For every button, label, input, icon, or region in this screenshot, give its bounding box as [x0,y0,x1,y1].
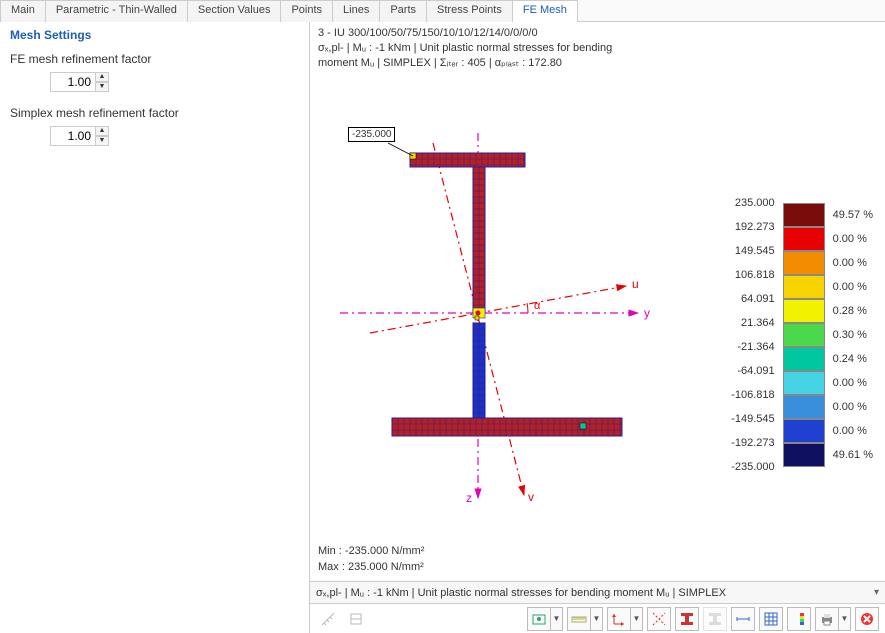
legend-swatch [783,227,825,251]
ruler-icon-dropdown[interactable]: ▼ [591,607,603,631]
legend-tick: 235.000 [731,191,774,215]
legend-percent: 49.57 % [833,203,873,227]
spin-up-icon[interactable]: ▲ [95,126,109,136]
edit-section-icon [344,607,368,631]
legend-tick: 64.091 [731,287,774,311]
simplex-factor-input[interactable] [50,126,96,146]
header-line-1: 3 - IU 300/100/50/75/150/10/10/12/14/0/0… [318,26,877,41]
tab-section-values[interactable]: Section Values [187,0,282,22]
result-selector-text: σₓ,pl- | Mᵤ : -1 kNm | Unit plastic norm… [316,587,726,599]
simplex-factor-stepper[interactable]: ▲ ▼ [50,126,109,146]
legend-tick: -235.000 [731,455,774,479]
ruler-icon[interactable] [567,607,591,631]
svg-text:u: u [632,277,639,291]
tab-main[interactable]: Main [0,0,46,22]
dimensions-icon[interactable] [731,607,755,631]
legend-swatch [783,299,825,323]
principal-axes-icon[interactable] [647,607,671,631]
svg-text:v: v [528,490,534,504]
result-selector-bar[interactable]: σₓ,pl- | Mᵤ : -1 kNm | Unit plastic norm… [310,581,885,603]
tab-stress-points[interactable]: Stress Points [426,0,513,22]
spin-down-icon[interactable]: ▼ [95,82,109,92]
legend-swatch [783,347,825,371]
header-line-2: σₓ,pl- | Mᵤ : -1 kNm | Unit plastic norm… [318,41,877,56]
panel-title: Mesh Settings [10,28,299,42]
legend-tick: -106.818 [731,383,774,407]
legend-percent: 0.00 % [833,419,873,443]
tab-parts[interactable]: Parts [379,0,427,22]
minmax-block: Min : -235.000 N/mm² Max : 235.000 N/mm² [310,544,885,581]
color-legend: 235.000192.273149.545106.81864.09121.364… [731,203,873,491]
section-io-icon[interactable] [675,607,699,631]
close-icon[interactable] [855,607,879,631]
tab-fe-mesh[interactable]: FE Mesh [512,0,578,22]
min-value: -235.000 N/mm² [345,545,424,557]
legend-swatch [783,419,825,443]
legend-swatch [783,251,825,275]
legend-tick: 21.364 [731,311,774,335]
screenshot-icon-dropdown[interactable]: ▼ [551,607,563,631]
section-solid-icon [703,607,727,631]
legend-tick: -192.273 [731,431,774,455]
header-line-3: moment Mᵤ | SIMPLEX | Σᵢₜₑᵣ : 405 | αₚₗₐ… [318,56,877,71]
max-label: Max : [318,561,345,573]
result-header: 3 - IU 300/100/50/75/150/10/10/12/14/0/0… [310,22,885,73]
stress-value-box: -235.000 [348,127,395,142]
chevron-down-icon[interactable]: ▾ [874,587,879,598]
spin-down-icon[interactable]: ▼ [95,136,109,146]
legend-swatch [783,371,825,395]
grid-icon[interactable] [759,607,783,631]
legend-swatch [783,203,825,227]
legend-tick: 192.273 [731,215,774,239]
legend-swatch [783,323,825,347]
section-viewport[interactable]: y z u v α -235.000 235.000192.273149.545106.… [310,73,885,545]
viewport-toolbar: ▼ ▼ ▼ ▼ [310,603,885,633]
color-scale-icon[interactable] [787,607,811,631]
tab-lines[interactable]: Lines [332,0,380,22]
legend-swatch [783,395,825,419]
min-label: Min : [318,545,342,557]
refinement-factor-stepper[interactable]: ▲ ▼ [50,72,109,92]
spin-up-icon[interactable]: ▲ [95,72,109,82]
legend-tick: 106.818 [731,263,774,287]
tab-bar: MainParametric - Thin-WalledSection Valu… [0,0,885,22]
legend-swatch [783,443,825,467]
legend-percent: 49.61 % [833,443,873,467]
legend-percent: 0.28 % [833,299,873,323]
legend-percent: 0.30 % [833,323,873,347]
legend-tick: 149.545 [731,239,774,263]
svg-text:z: z [466,491,472,505]
tab-parametric-thin-walled[interactable]: Parametric - Thin-Walled [45,0,188,22]
legend-tick: -21.364 [731,335,774,359]
refinement-factor-input[interactable] [50,72,96,92]
legend-tick: -149.545 [731,407,774,431]
legend-percent: 0.00 % [833,227,873,251]
svg-text:y: y [644,306,650,320]
legend-percent: 0.00 % [833,395,873,419]
simplex-factor-label: Simplex mesh refinement factor [10,106,299,120]
legend-percent: 0.24 % [833,347,873,371]
mesh-settings-panel: Mesh Settings FE mesh refinement factor … [0,22,310,633]
refinement-factor-label: FE mesh refinement factor [10,52,299,66]
legend-percent: 0.00 % [833,251,873,275]
legend-swatch [783,275,825,299]
legend-tick: -64.091 [731,359,774,383]
legend-percent: 0.00 % [833,371,873,395]
axes-toggle-icon-dropdown[interactable]: ▼ [631,607,643,631]
measure-icon [316,607,340,631]
svg-text:α: α [534,300,541,312]
axes-toggle-icon[interactable] [607,607,631,631]
screenshot-icon[interactable] [527,607,551,631]
tab-points[interactable]: Points [280,0,333,22]
print-icon-dropdown[interactable]: ▼ [839,607,851,631]
max-value: 235.000 N/mm² [348,561,424,573]
print-icon[interactable] [815,607,839,631]
legend-percent: 0.00 % [833,275,873,299]
